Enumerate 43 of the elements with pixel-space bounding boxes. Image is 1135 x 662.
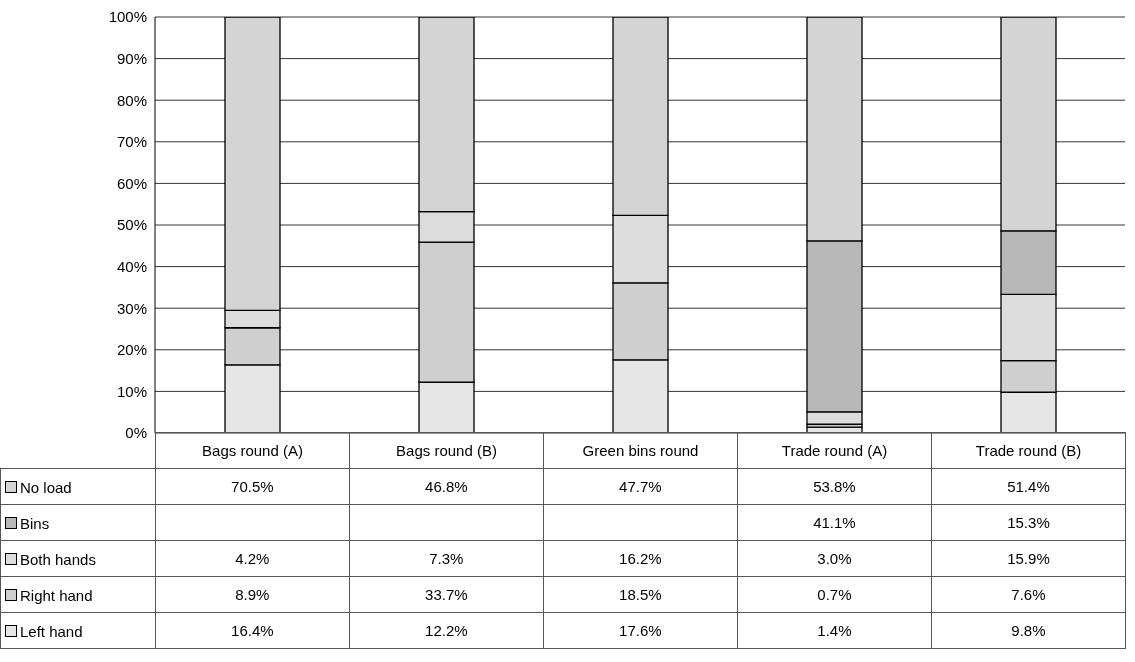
legend-label: No load	[20, 478, 72, 496]
data-label: 16.4%	[155, 612, 350, 649]
x-tick-label: Bags round (A)	[155, 432, 350, 469]
y-tick-label: 40%	[116, 257, 147, 275]
data-label: 7.6%	[931, 576, 1126, 613]
y-tick-label: 90%	[116, 49, 147, 67]
data-label: 7.3%	[349, 540, 544, 577]
x-tick-label: Trade round (B)	[931, 432, 1126, 469]
data-label: 1.4%	[737, 612, 932, 649]
data-label: 70.5%	[155, 468, 350, 505]
legend-label: Right hand	[20, 586, 93, 604]
data-label: 8.9%	[155, 576, 350, 613]
y-tick-label: 30%	[116, 299, 147, 317]
x-tick-label: Trade round (A)	[737, 432, 932, 469]
data-label: 12.2%	[349, 612, 544, 649]
data-label: 17.6%	[543, 612, 738, 649]
y-tick-label: 10%	[116, 382, 147, 400]
data-label: 51.4%	[931, 468, 1126, 505]
y-tick-label: 80%	[116, 91, 147, 109]
legend-label: Left hand	[20, 622, 83, 640]
x-tick-label: Bags round (B)	[349, 432, 544, 469]
y-tick-label: 100%	[108, 8, 147, 26]
data-label: 16.2%	[543, 540, 738, 577]
x-tick-label: Green bins round	[543, 432, 738, 469]
y-tick-label: 0%	[125, 424, 147, 442]
data-label: 47.7%	[543, 468, 738, 505]
y-tick-label: 20%	[116, 341, 147, 359]
data-label: 0.7%	[737, 576, 932, 613]
data-label: 18.5%	[543, 576, 738, 613]
legend-label: Bins	[20, 514, 50, 532]
data-label: 15.9%	[931, 540, 1126, 577]
y-tick-label: 50%	[116, 216, 147, 234]
data-label: 41.1%	[737, 504, 932, 541]
legend-label: Both hands	[20, 550, 96, 568]
data-label: 3.0%	[737, 540, 932, 577]
data-label: 46.8%	[349, 468, 544, 505]
data-label: 15.3%	[931, 504, 1126, 541]
data-label: 9.8%	[931, 612, 1126, 649]
y-tick-label: 60%	[116, 174, 147, 192]
y-tick-label: 70%	[116, 133, 147, 151]
data-label: 33.7%	[349, 576, 544, 613]
data-label: 53.8%	[737, 468, 932, 505]
data-label: 4.2%	[155, 540, 350, 577]
